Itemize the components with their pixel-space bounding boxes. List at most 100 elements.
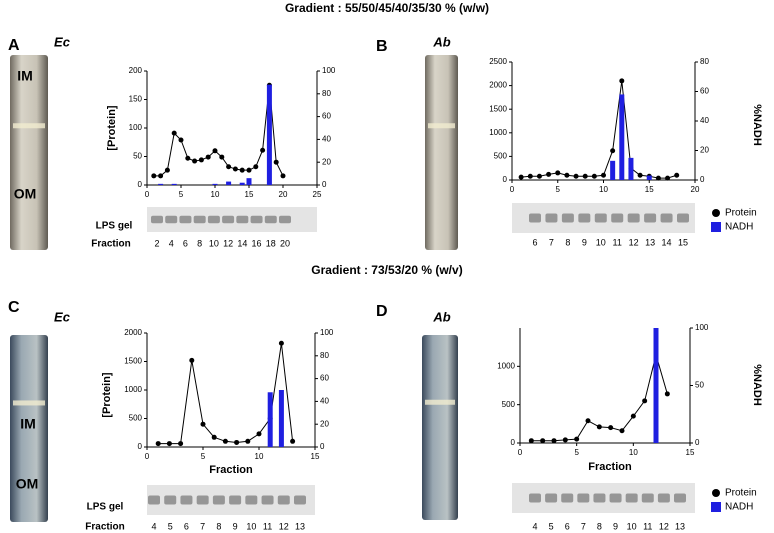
y-tick-label: 100: [129, 123, 143, 132]
gel-lane-label: 9: [233, 521, 238, 531]
gel-band: [660, 213, 673, 223]
gel-lane-label: 4: [532, 521, 537, 531]
gel-band: [196, 495, 209, 505]
tube-band: [425, 399, 455, 405]
x-tick-label: 10: [629, 448, 638, 457]
gel-band: [165, 215, 178, 224]
nadh-bar: [610, 160, 616, 180]
gel-lane-label: 8: [197, 238, 202, 248]
y2-tick-label: 80: [322, 89, 331, 98]
gel-band: [207, 215, 220, 224]
gel-lane-label: 5: [168, 521, 173, 531]
gel-band: [245, 495, 258, 505]
gel-band: [545, 493, 558, 503]
protein-point: [278, 340, 284, 346]
gel-band: [577, 493, 590, 503]
protein-point: [585, 418, 591, 424]
tube-photo: [422, 335, 458, 520]
gel-lane-label: 18: [266, 238, 276, 248]
y-tick-label: 0: [138, 180, 143, 189]
protein-point: [540, 438, 546, 444]
protein-point: [619, 428, 625, 434]
protein-point: [226, 164, 232, 170]
gel-band: [611, 213, 624, 223]
legend-swatch: [712, 489, 720, 497]
y-tick-label: 500: [494, 152, 508, 161]
y-tick-label: 2000: [489, 81, 507, 90]
protein-point: [205, 154, 211, 160]
gel-lane-label: 8: [597, 521, 602, 531]
protein-point: [158, 173, 164, 179]
x-tick-label: 5: [574, 448, 579, 457]
x-tick-label: 15: [245, 190, 254, 199]
gel-lane-label: 12: [629, 237, 639, 247]
protein-point: [200, 421, 206, 427]
protein-point: [610, 148, 616, 154]
protein-point: [166, 441, 172, 447]
gel-band: [294, 495, 306, 505]
y-tick-label: 0: [138, 442, 143, 451]
protein-point: [527, 173, 533, 179]
protein-point: [608, 425, 614, 431]
x-tick-label: 20: [691, 185, 700, 194]
gel-label: LPS gel: [87, 502, 124, 513]
tube-label: Ab: [432, 34, 450, 49]
y2-tick-label: 60: [320, 374, 329, 383]
gel-lane-label: 6: [565, 521, 570, 531]
y2-tick-label: 100: [320, 328, 334, 337]
gel-lane-label: 11: [643, 521, 652, 531]
gel-band: [279, 215, 291, 224]
protein-point: [655, 175, 661, 181]
y-tick-label: 500: [502, 400, 516, 409]
gel-band: [529, 213, 541, 223]
protein-point: [518, 174, 524, 180]
gel-band: [236, 215, 249, 224]
protein-point: [198, 157, 204, 163]
protein-point: [601, 172, 606, 178]
x-tick-label: 10: [255, 452, 264, 461]
gel-band: [657, 493, 670, 503]
tube-photo: [10, 335, 48, 522]
gel-band: [578, 213, 591, 223]
nadh-bar: [226, 181, 232, 185]
y2-tick-label: 20: [322, 157, 331, 166]
y2-tick-label: 0: [700, 175, 705, 184]
x-tick-label: 0: [518, 448, 523, 457]
protein-point: [674, 172, 680, 178]
y2-tick-label: 20: [320, 419, 329, 428]
gel-lane-label: 7: [581, 521, 586, 531]
protein-point: [245, 438, 251, 444]
gel-band: [261, 495, 274, 505]
gel-lane-label: 20: [280, 238, 290, 248]
legend-label: Protein: [725, 488, 757, 499]
protein-point: [290, 438, 296, 444]
protein-point: [189, 357, 195, 363]
y2-tick-label: 60: [700, 87, 709, 96]
nadh-bar: [239, 182, 245, 185]
protein-point: [642, 398, 648, 404]
gel-band: [277, 495, 290, 505]
x-tick-label: 5: [556, 185, 561, 194]
gel-band: [179, 215, 192, 224]
protein-point: [664, 391, 670, 397]
gel-lane-label: 6: [183, 238, 188, 248]
nadh-bar: [619, 94, 625, 180]
y-tick-label: 1000: [489, 128, 507, 137]
tube-mark: OM: [14, 186, 37, 202]
nadh-bar: [212, 183, 218, 185]
tube-band: [13, 400, 45, 406]
y-tick-label: 1000: [124, 385, 142, 394]
x-tick-label: 5: [179, 190, 184, 199]
nadh-bar: [628, 157, 634, 180]
gel-lane-label: 13: [645, 237, 655, 247]
legend-label: Protein: [725, 208, 757, 219]
gel-lane-label: 2: [154, 238, 159, 248]
y-tick-label: 0: [511, 438, 516, 447]
protein-point: [546, 171, 552, 177]
protein-point: [222, 438, 228, 444]
gel-lane-label: 10: [627, 521, 637, 531]
gel-band: [641, 493, 654, 503]
protein-point: [234, 439, 240, 445]
gel-lane-label: 15: [678, 237, 688, 247]
